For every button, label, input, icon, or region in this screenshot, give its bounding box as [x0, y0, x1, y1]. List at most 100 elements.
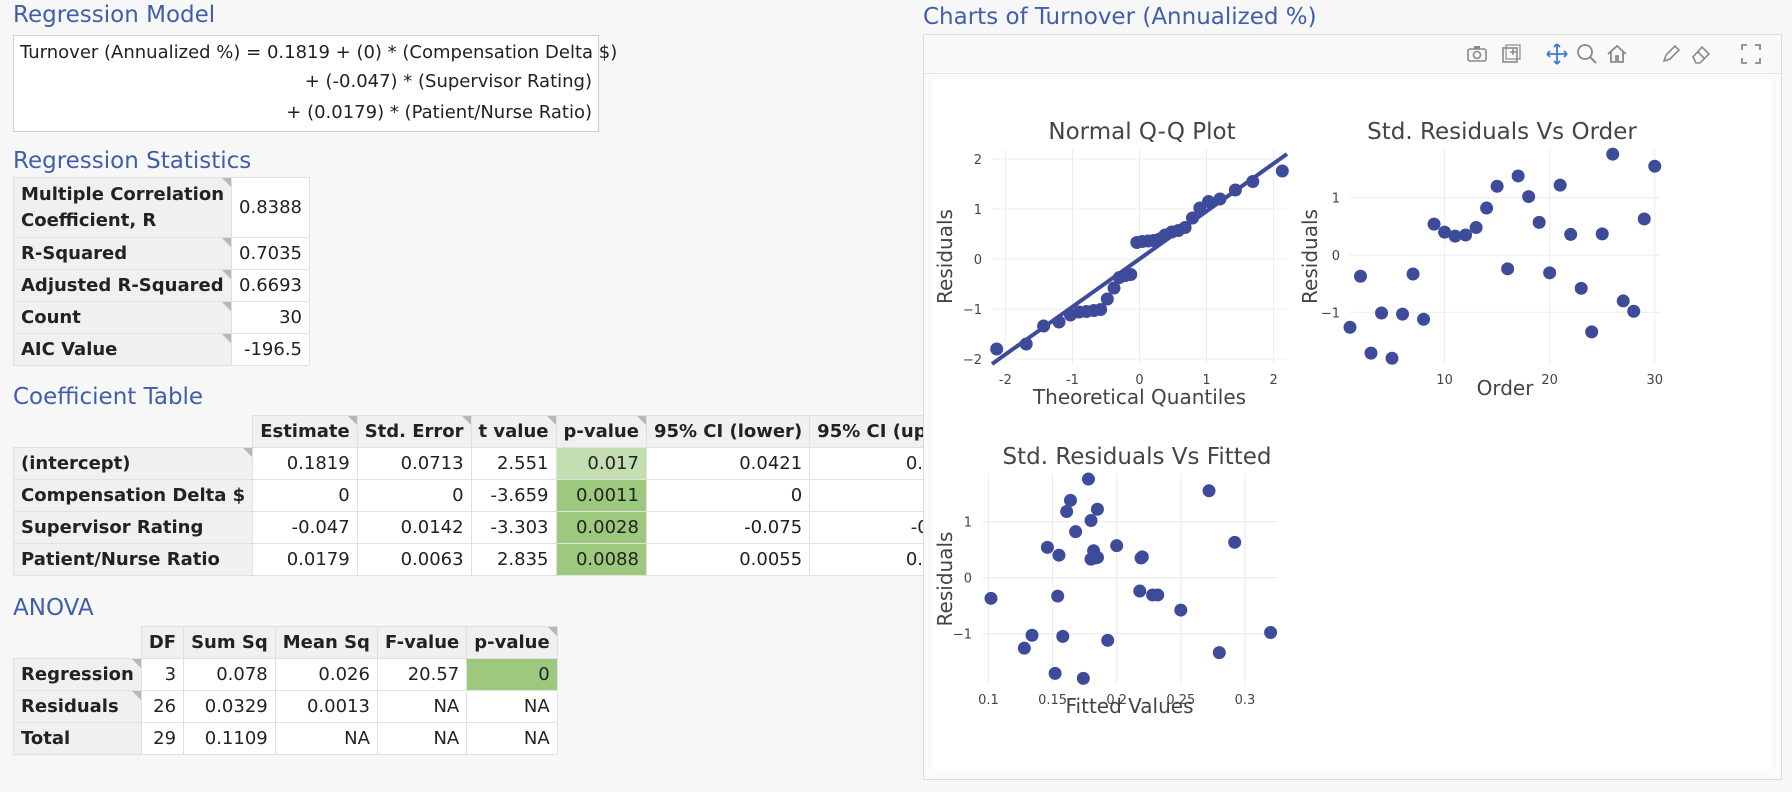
home-icon[interactable] [1606, 43, 1628, 65]
data-point [1606, 147, 1620, 161]
column-header: 95% CI (lower) [645, 415, 811, 448]
y-tick-label: −1 [1321, 306, 1340, 321]
stat-row: Count 30 [12, 301, 310, 334]
pan-icon[interactable] [1546, 43, 1568, 65]
add-icon[interactable] [1500, 43, 1522, 65]
table-cell: 0.0713 [356, 447, 472, 480]
table-cell: 29 [140, 722, 185, 755]
data-point [1648, 159, 1662, 173]
y-axis-label: Residuals [933, 532, 957, 627]
table-cell: 0.1109 [183, 722, 276, 755]
data-point [1174, 603, 1188, 617]
stat-label: Adjusted R-Squared [12, 269, 233, 302]
coefficient-table-title: Coefficient Table [13, 384, 204, 410]
x-tick-label: 20 [1541, 373, 1558, 388]
data-point [1202, 484, 1216, 498]
table-row: Supervisor Rating -0.047 0.0142 -3.303 0… [12, 511, 977, 544]
anova-title: ANOVA [13, 595, 94, 621]
data-point [1396, 307, 1410, 321]
column-header: DF [140, 626, 185, 659]
data-point [1448, 229, 1462, 243]
table-cell: 0.1819 [252, 447, 358, 480]
data-point [1264, 625, 1278, 639]
data-point [1543, 266, 1557, 280]
chart-title: Std. Residuals Vs Fitted [1002, 444, 1271, 470]
regression-statistics-title: Regression Statistics [13, 148, 252, 174]
zoom-icon[interactable] [1576, 43, 1598, 65]
data-point [1064, 493, 1077, 507]
stat-label: Count [12, 301, 233, 334]
data-point [1246, 175, 1260, 188]
table-cell: -0.047 [252, 511, 358, 544]
data-point [1522, 190, 1536, 204]
data-point [1084, 513, 1098, 527]
data-point [1213, 192, 1227, 206]
data-point [1133, 584, 1147, 598]
data-point [1017, 641, 1031, 655]
data-point [1637, 212, 1651, 226]
data-point [1585, 325, 1599, 339]
row-header: Total [13, 722, 142, 755]
data-point [1178, 221, 1192, 234]
data-point [1574, 281, 1588, 295]
stat-row: Adjusted R-Squared 0.6693 [12, 269, 310, 302]
data-point [1052, 315, 1066, 329]
regression-equation-box: Turnover (Annualized %) = 0.1819 + (0) *… [13, 35, 617, 132]
column-header: Sum Sq [183, 626, 276, 659]
data-point [1564, 227, 1578, 241]
table-cell: -3.303 [470, 511, 557, 544]
stat-value: 0.8388 [231, 177, 310, 238]
data-point [1417, 312, 1431, 326]
y-axis-label: Residuals [1298, 209, 1322, 304]
stat-value: -196.5 [231, 333, 310, 366]
row-header: Compensation Delta $ [12, 479, 254, 512]
row-header: Supervisor Rating [12, 511, 254, 544]
x-tick-label: 0.1 [978, 693, 999, 708]
stat-label: Multiple Correlation Coefficient, R [12, 177, 233, 238]
y-tick-label: 0 [974, 253, 982, 268]
data-point [1110, 539, 1124, 553]
coefficient-header-row: Estimate Std. Error t value p-value 95% … [13, 415, 977, 448]
table-cell: -0.075 [645, 511, 811, 544]
data-point [1025, 628, 1039, 642]
y-axis-label: Residuals [933, 209, 957, 304]
x-tick-label: 0 [1135, 373, 1143, 388]
data-point [1056, 629, 1070, 643]
data-point [1627, 304, 1641, 318]
data-point [1553, 178, 1567, 192]
stat-label: AIC Value [12, 333, 233, 366]
column-header: t value [470, 415, 557, 448]
data-point [1185, 211, 1199, 225]
x-tick-label: 1 [1202, 373, 1210, 388]
stat-value: 0.7035 [231, 237, 310, 270]
x-tick-label: 30 [1646, 373, 1663, 388]
stat-row: R-Squared 0.7035 [12, 237, 310, 270]
p-value-cell: 0.017 [555, 447, 647, 480]
camera-icon[interactable] [1466, 43, 1488, 65]
data-point [1052, 548, 1066, 562]
data-point [1051, 589, 1065, 603]
table-cell: 0.026 [274, 658, 378, 691]
data-point [1069, 525, 1083, 539]
pencil-icon[interactable] [1660, 43, 1682, 65]
coefficient-table: Estimate Std. Error t value p-value 95% … [12, 415, 977, 576]
y-tick-label: 1 [974, 203, 982, 218]
data-point [1076, 671, 1090, 685]
data-point [1438, 225, 1452, 239]
table-cell: 2.835 [470, 543, 557, 576]
stat-label: R-Squared [12, 237, 233, 270]
column-header: F-value [376, 626, 468, 659]
fullscreen-icon[interactable] [1740, 43, 1762, 65]
data-point [1048, 666, 1062, 680]
eraser-icon[interactable] [1690, 43, 1712, 65]
table-cell: 0.0329 [183, 690, 276, 723]
y-tick-label: −1 [953, 628, 972, 643]
table-cell: -3.659 [470, 479, 557, 512]
regression-model-title: Regression Model [13, 2, 216, 28]
p-value-cell: 0.0088 [555, 543, 647, 576]
data-point [1212, 646, 1226, 660]
table-cell: 0.078 [183, 658, 276, 691]
data-point [1037, 319, 1051, 333]
table-cell: NA [376, 690, 468, 723]
p-value-cell: 0 [466, 658, 558, 691]
